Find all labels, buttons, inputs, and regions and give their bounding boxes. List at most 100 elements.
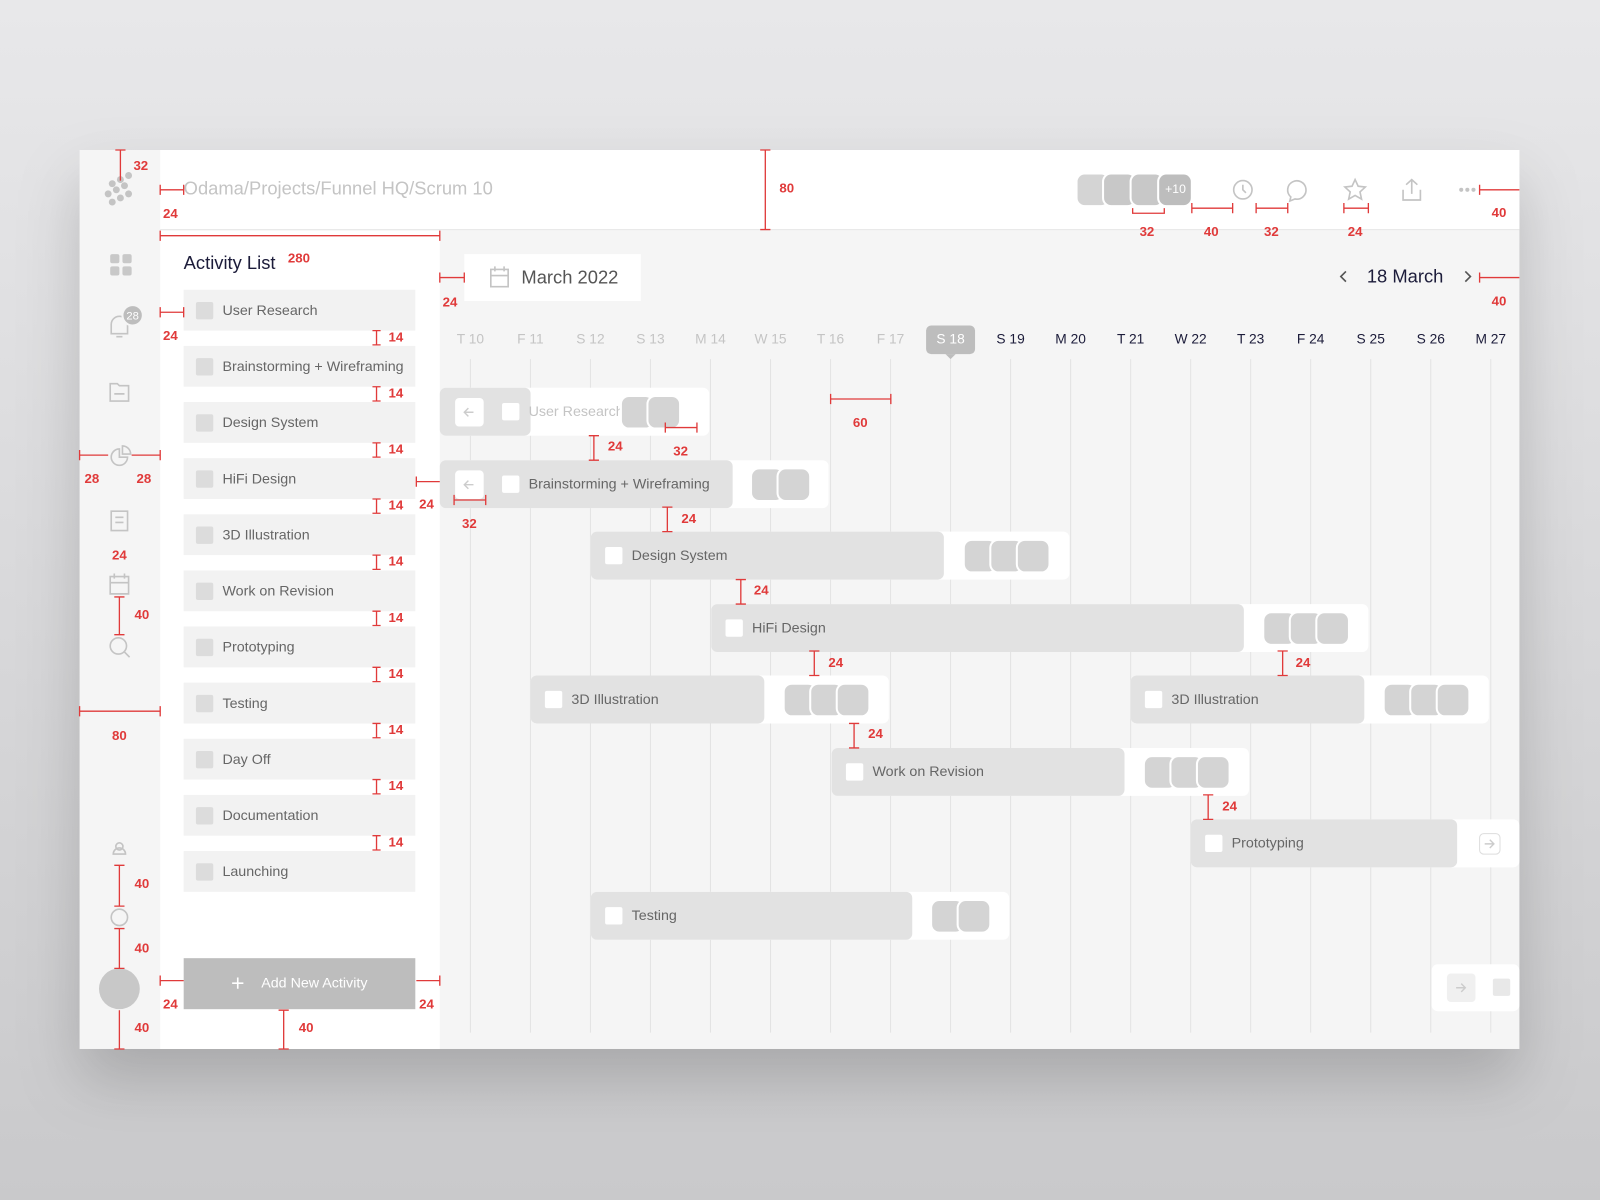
bar-avatar[interactable] [835,682,871,718]
more-dot[interactable] [1459,187,1464,192]
calendar-icon[interactable] [109,573,130,595]
gantt-bar[interactable] [1190,819,1458,868]
history-hand [1242,184,1247,194]
doc-icon[interactable] [110,510,129,532]
dashboard-icon[interactable] [122,266,132,276]
gantt-bar[interactable] [1130,675,1365,724]
measure-line [114,596,125,636]
measurement-label: 24 [828,655,843,670]
activity-checkbox[interactable] [195,863,214,881]
gantt-bar[interactable] [590,531,944,580]
measure-line [416,975,441,986]
measurement-label: 28 [84,471,99,486]
bar-checkbox[interactable] [502,475,520,493]
day-label: F 11 [517,331,544,346]
gantt-bar[interactable] [711,604,1244,653]
folder-icon[interactable] [109,382,130,402]
team-icon[interactable] [112,842,127,855]
activity-item-label: Documentation [222,808,318,824]
day-label: M 27 [1475,331,1506,346]
bar-checkbox[interactable] [605,546,623,565]
day-label: F 17 [877,331,905,346]
bar-checkbox[interactable] [502,403,520,421]
gantt-bar[interactable] [530,675,765,724]
measure-line [114,864,125,907]
measurement-label: 24 [443,295,458,310]
measurement-label: 14 [389,385,404,400]
measure-line [1131,208,1165,214]
activity-item-label: Day Off [222,752,270,768]
measure-line [159,975,184,986]
activity-checkbox[interactable] [195,470,214,488]
day-label: W 22 [1175,331,1207,346]
star-icon[interactable] [1343,177,1368,201]
notification-count: 28 [126,310,138,322]
bar-checkbox[interactable] [725,619,743,637]
bar-avatar[interactable] [1015,538,1051,574]
activity-item[interactable] [183,682,416,724]
bar-avatar[interactable] [776,467,812,503]
activity-checkbox[interactable] [195,751,214,769]
gantt-bar[interactable] [590,891,913,940]
bar-checkbox[interactable] [605,907,623,925]
gantt-bar[interactable] [831,747,1125,796]
dashboard-icon[interactable] [110,254,120,264]
activity-item[interactable] [183,289,416,331]
dashboard-icon[interactable] [122,254,132,264]
activity-item[interactable] [183,738,416,780]
measurement-label: 40 [134,1020,149,1035]
prev-arrow[interactable] [1339,270,1347,283]
today-marker [926,325,976,355]
activity-checkbox[interactable] [195,526,214,544]
activity-item[interactable] [183,626,416,668]
bar-checkbox[interactable] [1205,834,1223,853]
activity-checkbox[interactable] [195,807,214,825]
expand-button[interactable] [1479,833,1501,855]
activity-item[interactable] [183,794,416,836]
more-dot[interactable] [1471,187,1476,192]
comment-icon[interactable] [1286,180,1307,203]
bar-avatar[interactable] [956,898,992,934]
activity-checkbox[interactable] [195,582,214,600]
activity-item[interactable] [183,570,416,612]
logo-dot [125,172,133,179]
gantt-bar[interactable] [439,460,733,509]
search-icon[interactable] [109,636,128,655]
activity-item[interactable] [183,514,416,556]
activity-item[interactable] [183,402,416,443]
activity-item[interactable] [183,851,416,892]
bar-checkbox[interactable] [1492,978,1511,996]
next-arrow[interactable] [1464,270,1472,283]
measure-line [664,422,698,433]
activity-checkbox[interactable] [195,694,214,713]
user-avatar[interactable] [98,968,140,1010]
month-box[interactable] [464,254,641,302]
activity-item[interactable] [183,345,416,387]
dashboard-icon[interactable] [110,266,120,276]
measure-line [78,706,161,717]
bar-avatar[interactable] [1315,611,1350,646]
bar-checkbox[interactable] [544,690,563,709]
measurement-label: 14 [389,498,404,513]
info-icon[interactable] [110,908,129,927]
bar-avatar[interactable] [1195,755,1231,790]
activity-checkbox[interactable] [195,302,214,320]
avatar-more[interactable] [1157,172,1193,208]
measurement-label: 14 [389,778,404,793]
bar-avatar[interactable] [646,394,682,430]
bar-checkbox[interactable] [845,763,864,781]
activity-checkbox[interactable] [195,414,214,432]
chart-icon[interactable] [110,445,132,467]
measurement-label: 24 [419,497,434,512]
share-icon[interactable] [1402,178,1422,201]
bar-checkbox[interactable] [1144,690,1163,709]
activity-item[interactable] [183,458,416,499]
activity-checkbox[interactable] [195,358,214,376]
measurement-label: 14 [389,554,404,569]
bar-avatar[interactable] [1435,682,1471,718]
activity-checkbox[interactable] [195,638,214,657]
more-dot[interactable] [1465,187,1470,192]
activity-item-label: Launching [222,864,288,880]
history-icon[interactable] [1232,179,1253,200]
add-activity-button[interactable] [183,958,416,1010]
